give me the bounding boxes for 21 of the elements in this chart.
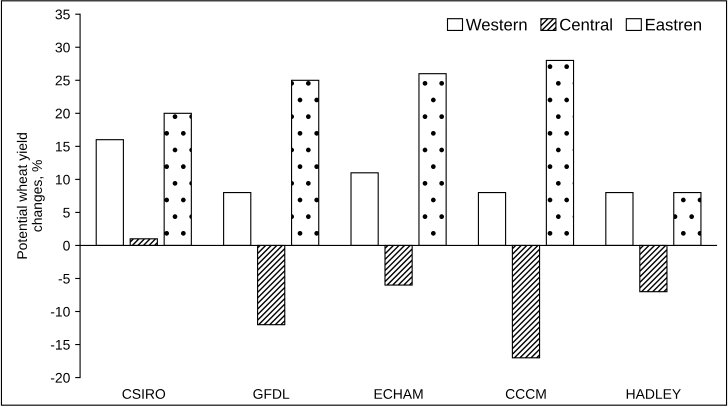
- y-tick-label: 35: [55, 10, 70, 20]
- y-tick-label: 5: [63, 208, 70, 218]
- y-tick-label: 20: [56, 108, 70, 118]
- y-tick-label: -5: [58, 274, 70, 284]
- y-tick-label: 30: [55, 42, 70, 52]
- y-tick-label: -20: [50, 372, 70, 383]
- y-tick-label: 0: [63, 240, 70, 251]
- legend-label: Western: [466, 18, 527, 31]
- y-tick-label: 15: [56, 142, 70, 152]
- x-tick-label: CSIRO: [122, 389, 166, 399]
- y-tick-label: -15: [50, 340, 70, 350]
- legend-label: Central: [560, 18, 612, 31]
- x-tick-label: CCCM: [506, 389, 546, 399]
- x-tick-label: GFDL: [253, 389, 290, 399]
- x-tick-label: ECHAM: [374, 389, 423, 399]
- x-tick-label: HADLEY: [626, 389, 681, 399]
- y-tick-label: 10: [56, 174, 70, 185]
- legend-label: Eastren: [646, 18, 701, 31]
- y-tick-label: -10: [50, 306, 70, 317]
- y-tick-label: 25: [56, 76, 70, 86]
- y-axis-title: Potential wheat yield changes, %: [16, 133, 45, 258]
